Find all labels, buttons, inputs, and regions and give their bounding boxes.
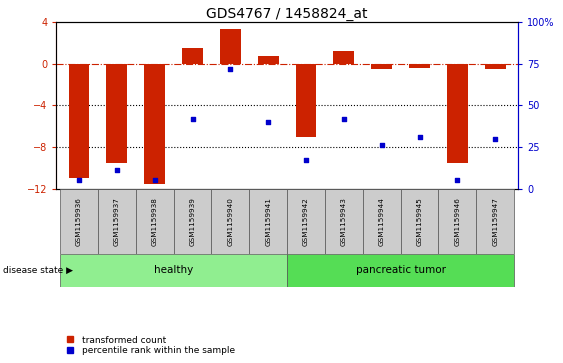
Text: GSM1159936: GSM1159936 bbox=[76, 197, 82, 246]
Text: GSM1159944: GSM1159944 bbox=[379, 197, 385, 246]
Point bbox=[377, 142, 386, 148]
Bar bbox=[220, 29, 241, 64]
Point bbox=[74, 178, 83, 183]
Text: GSM1159947: GSM1159947 bbox=[492, 197, 498, 246]
Point bbox=[415, 134, 424, 140]
Bar bbox=[372, 64, 392, 69]
Text: pancreatic tumor: pancreatic tumor bbox=[356, 265, 446, 276]
Bar bbox=[401, 189, 439, 254]
Point bbox=[226, 66, 235, 72]
Text: GSM1159943: GSM1159943 bbox=[341, 197, 347, 246]
Point bbox=[453, 178, 462, 183]
Bar bbox=[69, 64, 90, 178]
Point bbox=[188, 116, 197, 122]
Bar bbox=[60, 254, 287, 287]
Point bbox=[263, 119, 272, 125]
Bar bbox=[325, 189, 363, 254]
Text: GSM1159939: GSM1159939 bbox=[190, 197, 195, 246]
Bar bbox=[296, 64, 316, 136]
Bar bbox=[249, 189, 287, 254]
Legend: transformed count, percentile rank within the sample: transformed count, percentile rank withi… bbox=[61, 335, 235, 355]
Bar bbox=[173, 189, 212, 254]
Point bbox=[150, 178, 159, 183]
Bar bbox=[333, 51, 354, 64]
Text: disease state ▶: disease state ▶ bbox=[3, 266, 73, 275]
Bar bbox=[144, 64, 165, 184]
Bar bbox=[485, 64, 506, 69]
Text: healthy: healthy bbox=[154, 265, 193, 276]
Text: GSM1159940: GSM1159940 bbox=[227, 197, 234, 246]
Text: GSM1159938: GSM1159938 bbox=[151, 197, 158, 246]
Bar bbox=[363, 189, 401, 254]
Bar bbox=[447, 64, 468, 163]
Point bbox=[302, 158, 311, 163]
Bar bbox=[258, 56, 279, 64]
Bar bbox=[287, 189, 325, 254]
Text: GSM1159946: GSM1159946 bbox=[454, 197, 461, 246]
Bar bbox=[182, 48, 203, 64]
Text: GSM1159937: GSM1159937 bbox=[114, 197, 120, 246]
Point bbox=[339, 116, 348, 122]
Bar bbox=[476, 189, 514, 254]
Text: GSM1159942: GSM1159942 bbox=[303, 197, 309, 246]
Title: GDS4767 / 1458824_at: GDS4767 / 1458824_at bbox=[207, 7, 368, 21]
Bar bbox=[212, 189, 249, 254]
Bar bbox=[60, 189, 98, 254]
Bar bbox=[439, 189, 476, 254]
Bar bbox=[136, 189, 173, 254]
Bar bbox=[287, 254, 514, 287]
Text: GSM1159945: GSM1159945 bbox=[417, 197, 423, 246]
Bar bbox=[98, 189, 136, 254]
Bar bbox=[409, 64, 430, 68]
Point bbox=[491, 136, 500, 142]
Point bbox=[113, 167, 122, 173]
Bar bbox=[106, 64, 127, 163]
Text: GSM1159941: GSM1159941 bbox=[265, 197, 271, 246]
